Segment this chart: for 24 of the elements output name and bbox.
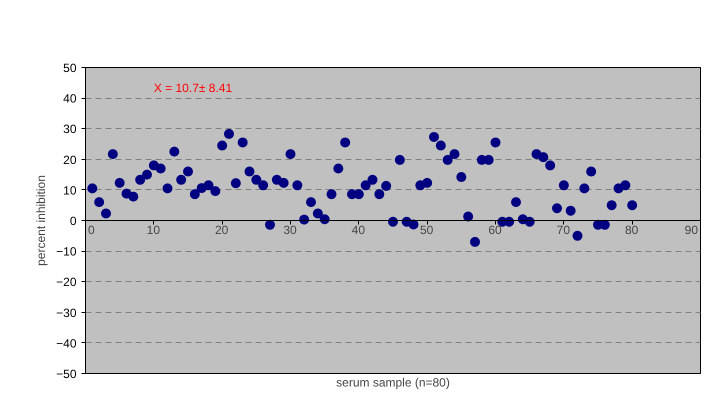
y-tick-label: 10 [63,183,77,198]
x-tick-label: 50 [420,223,434,237]
x-tick-label: 0 [88,223,95,237]
x-tick-label: 60 [488,223,502,237]
y-tick-label: 0 [70,214,77,228]
x-tick-label: 40 [352,223,366,237]
y-tick-label: 40 [63,92,77,106]
y-tick-label: 30 [63,122,77,136]
y-tick-label: 20 [63,152,77,167]
x-tick-label: 10 [146,223,160,237]
y-tick-label: −10 [56,244,77,259]
x-tick-label: 70 [556,223,570,237]
y-tick-label: −20 [56,275,77,290]
x-tick-label: 80 [624,223,638,237]
y-axis-title: percent inhibition [34,175,48,266]
x-axis-title: serum sample (n=80) [336,376,450,390]
x-tick-label: 30 [283,223,297,237]
y-tick-label: 50 [63,61,77,75]
annotation: X = 10.7± 8.41 [154,81,232,96]
y-tick-label: −50 [56,367,77,381]
x-tick-label: 90 [684,223,698,237]
y-tick-label: −30 [56,306,77,320]
y-tick-label: −40 [56,336,77,350]
x-tick-label: 20 [214,223,228,237]
